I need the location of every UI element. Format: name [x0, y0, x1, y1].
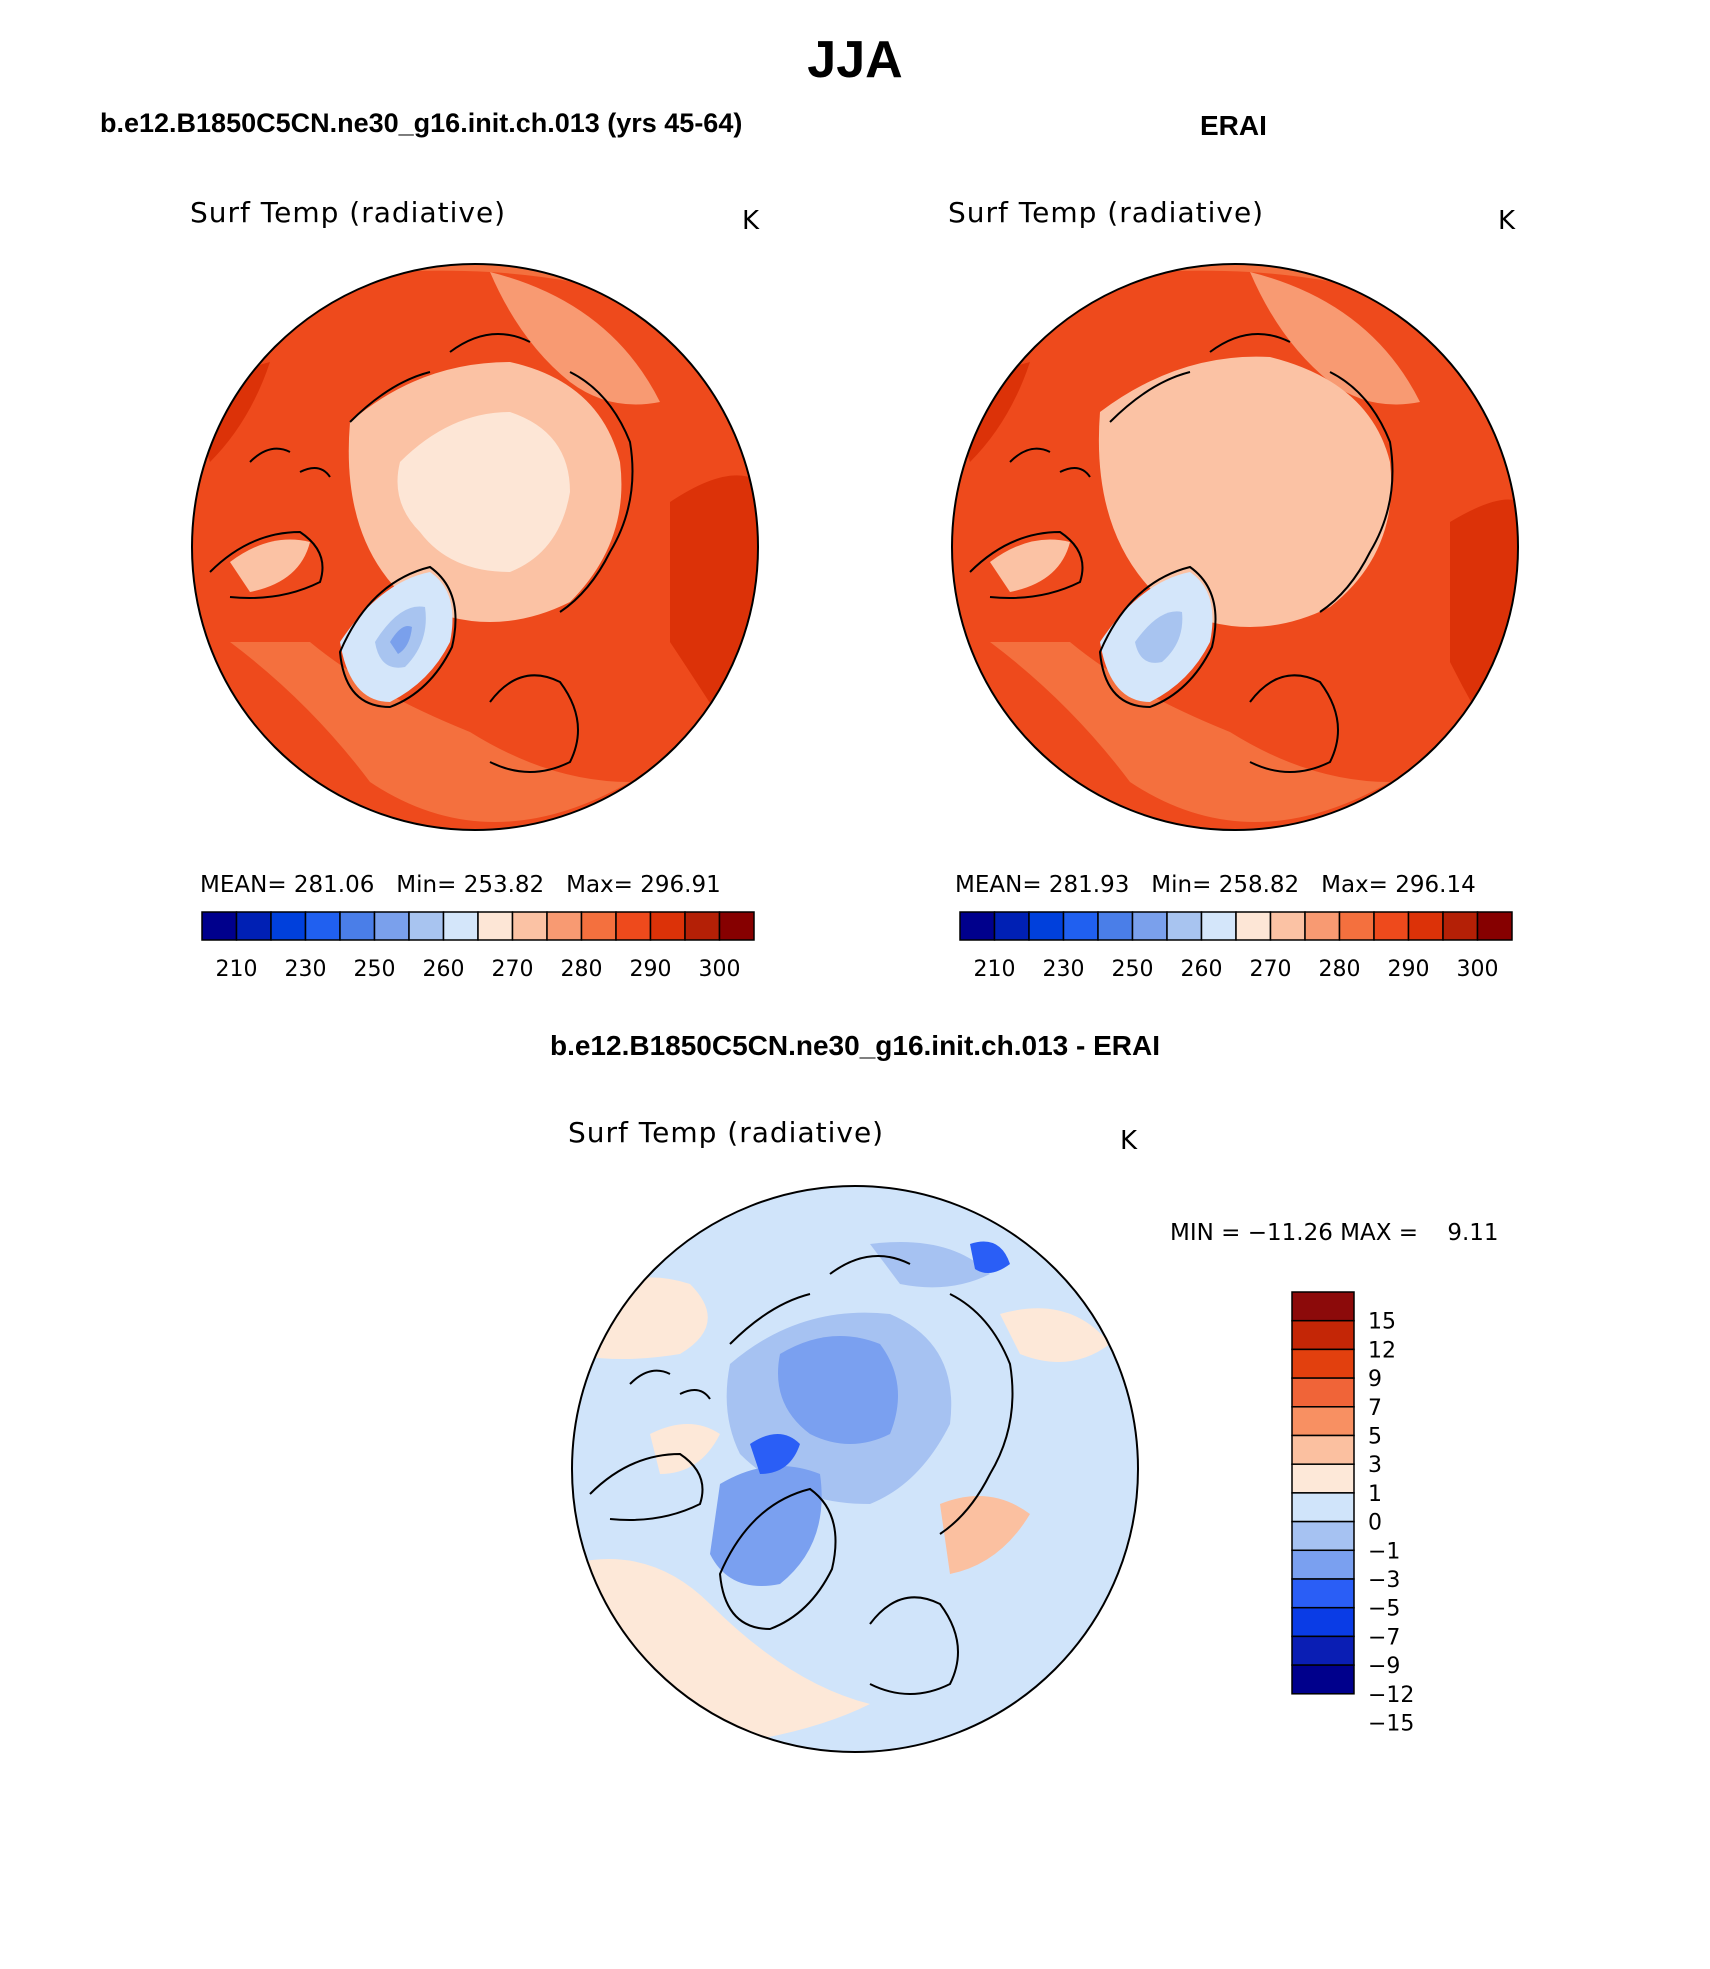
diff-colorbar-label-13: −12 [1368, 1683, 1414, 1708]
diff-units-label: K [1120, 1126, 1138, 1156]
model-stats: MEAN= 281.06 Min= 253.82 Max= 296.91 [200, 872, 721, 898]
model-case-title: b.e12.B1850C5CN.ne30_g16.init.ch.013 (yr… [100, 108, 743, 138]
diff-colorbar-label-4: 5 [1368, 1425, 1382, 1450]
diff-stats: MIN = −11.26 MAX = 9.11 [1170, 1220, 1499, 1246]
obs-colorbar-box-3 [1062, 911, 1099, 941]
model-colorbar-box-0 [201, 911, 238, 941]
obs-colorbar-box-5 [1131, 911, 1168, 941]
model-colorbar-label-5: 280 [561, 957, 603, 982]
obs-colorbar-label-7: 300 [1457, 957, 1499, 982]
model-colorbar-box-9 [511, 911, 548, 941]
model-colorbar-box-14 [684, 911, 721, 941]
obs-colorbar-label-5: 280 [1319, 957, 1361, 982]
obs-units-label: K [1498, 206, 1516, 236]
model-colorbar-label-0: 210 [216, 957, 258, 982]
diff-colorbar-box-2 [1291, 1348, 1355, 1379]
diff-colorbar-box-1 [1291, 1319, 1355, 1351]
model-colorbar-box-10 [546, 911, 583, 941]
model-colorbar-box-2 [270, 911, 307, 941]
diff-colorbar-label-9: −3 [1368, 1568, 1400, 1593]
model-colorbar-box-13 [649, 911, 686, 941]
obs-colorbar-box-7 [1200, 911, 1237, 941]
obs-variable-label: Surf Temp (radiative) [948, 196, 1265, 229]
diff-colorbar-label-0: 15 [1368, 1310, 1396, 1335]
diff-variable-label: Surf Temp (radiative) [568, 1116, 885, 1149]
diff-colorbar-box-8 [1291, 1520, 1355, 1552]
obs-colorbar-label-4: 270 [1250, 957, 1292, 982]
diff-colorbar-label-3: 7 [1368, 1396, 1382, 1421]
model-colorbar-label-3: 260 [423, 957, 465, 982]
diff-colorbar-box-6 [1291, 1463, 1355, 1494]
model-colorbar-box-5 [373, 911, 410, 941]
diff-colorbar-label-11: −7 [1368, 1625, 1400, 1650]
model-colorbar-box-1 [235, 911, 272, 941]
model-colorbar-label-2: 250 [354, 957, 396, 982]
diff-colorbar-label-7: 0 [1368, 1511, 1382, 1536]
diff-colorbar-box-13 [1291, 1664, 1355, 1695]
model-variable-label: Surf Temp (radiative) [190, 196, 507, 229]
diff-colorbar-label-1: 12 [1368, 1338, 1396, 1363]
obs-colorbar-box-0 [959, 911, 996, 941]
obs-colorbar-box-15 [1476, 911, 1513, 941]
diff-colorbar-box-0 [1291, 1291, 1355, 1322]
diff-colorbar-label-14: −15 [1368, 1712, 1414, 1737]
obs-polar-map [951, 263, 1519, 831]
model-colorbar-label-6: 290 [630, 957, 672, 982]
obs-colorbar-label-0: 210 [974, 957, 1016, 982]
diff-colorbar-box-7 [1291, 1492, 1355, 1523]
obs-colorbar-box-12 [1373, 911, 1410, 941]
diff-colorbar-label-5: 3 [1368, 1453, 1382, 1478]
obs-colorbar-box-14 [1442, 911, 1479, 941]
obs-colorbar: 210 230 250 260 270 280 290 300 [959, 911, 1513, 982]
obs-stats: MEAN= 281.93 Min= 258.82 Max= 296.14 [955, 872, 1476, 898]
obs-colorbar-box-2 [1028, 911, 1065, 941]
model-polar-map [191, 263, 759, 831]
diff-colorbar-box-3 [1291, 1377, 1355, 1408]
diff-colorbar-label-12: −9 [1368, 1654, 1400, 1679]
diff-colorbar-label-8: −1 [1368, 1539, 1400, 1564]
obs-colorbar-box-4 [1097, 911, 1134, 941]
obs-colorbar-box-11 [1338, 911, 1375, 941]
difference-title: b.e12.B1850C5CN.ne30_g16.init.ch.013 - E… [549, 1030, 1161, 1061]
obs-colorbar-label-3: 260 [1181, 957, 1223, 982]
obs-colorbar-box-10 [1304, 911, 1341, 941]
model-colorbar-box-6 [408, 911, 445, 941]
diff-colorbar-box-9 [1291, 1549, 1355, 1580]
model-colorbar: 210 230 250 260 270 280 290 300 [201, 911, 755, 982]
obs-colorbar-box-13 [1407, 911, 1444, 941]
model-colorbar-label-1: 230 [285, 957, 327, 982]
model-units-label: K [742, 206, 760, 236]
obs-colorbar-label-2: 250 [1112, 957, 1154, 982]
model-colorbar-label-7: 300 [699, 957, 741, 982]
model-colorbar-box-8 [477, 911, 514, 941]
diff-colorbar: 15 12 9 7 5 3 1 0 −1 −3 −5 −7 −9 −12 −15 [1291, 1291, 1414, 1737]
obs-case-title: ERAI [1200, 110, 1267, 141]
obs-colorbar-label-1: 230 [1043, 957, 1085, 982]
model-colorbar-box-4 [339, 911, 376, 941]
model-colorbar-box-7 [442, 911, 479, 941]
main-title: JJA [807, 31, 903, 89]
model-colorbar-box-11 [580, 911, 617, 941]
diff-colorbar-box-10 [1291, 1578, 1355, 1609]
obs-colorbar-label-6: 290 [1388, 957, 1430, 982]
obs-colorbar-box-8 [1235, 911, 1272, 941]
diff-colorbar-label-2: 9 [1368, 1367, 1382, 1392]
diff-colorbar-box-5 [1291, 1434, 1355, 1465]
diff-colorbar-box-11 [1291, 1606, 1355, 1638]
diff-colorbar-box-4 [1291, 1406, 1355, 1437]
model-colorbar-box-15 [718, 911, 755, 941]
obs-colorbar-box-6 [1166, 911, 1203, 941]
obs-colorbar-box-9 [1269, 911, 1306, 941]
model-colorbar-box-12 [615, 911, 652, 941]
obs-colorbar-box-1 [993, 911, 1030, 941]
diff-colorbar-label-6: 1 [1368, 1482, 1382, 1507]
diff-colorbar-label-10: −5 [1368, 1597, 1400, 1622]
model-colorbar-box-3 [304, 911, 341, 941]
diff-polar-map [571, 1185, 1139, 1753]
model-colorbar-label-4: 270 [492, 957, 534, 982]
diff-colorbar-box-12 [1291, 1635, 1355, 1666]
